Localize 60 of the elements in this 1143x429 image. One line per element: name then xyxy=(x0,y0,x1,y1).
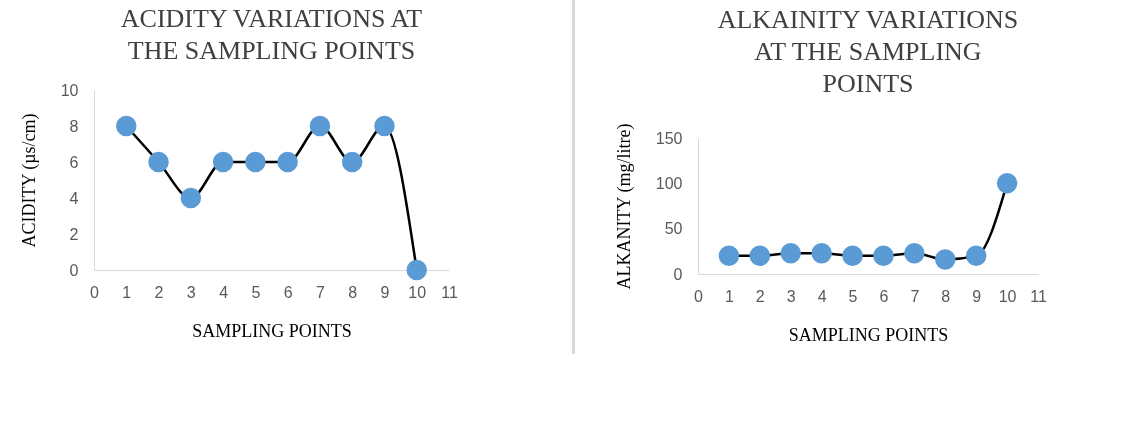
point xyxy=(965,245,987,267)
point xyxy=(749,245,771,267)
x-tick-label: 11 xyxy=(441,283,458,301)
chart-title: ALKAINITY VARIATIONS AT THE SAMPLING POINTS xyxy=(717,4,1019,98)
y-tick-label: 50 xyxy=(664,220,683,238)
x-tick-label: 10 xyxy=(998,287,1017,305)
x-tick-label: 7 xyxy=(910,287,920,305)
point xyxy=(811,242,832,264)
point xyxy=(842,245,863,267)
x-tick-label: 5 xyxy=(251,283,261,301)
point xyxy=(277,151,298,173)
x-tick-label: 11 xyxy=(1030,287,1047,305)
x-tick-label: 7 xyxy=(315,283,325,301)
y-tick-label: 0 xyxy=(673,265,683,283)
x-tick-label: 10 xyxy=(408,283,427,301)
y-tick-label: 6 xyxy=(69,153,79,171)
x-tick-label: 0 xyxy=(694,287,704,305)
y-axis-title: ACIDITY (µs/cm) xyxy=(18,113,40,248)
point xyxy=(148,151,169,173)
x-tick-label: 0 xyxy=(90,283,100,301)
point xyxy=(180,187,202,209)
x-tick-label: 9 xyxy=(972,287,982,305)
x-tick-label: 8 xyxy=(348,283,358,301)
x-tick-label: 3 xyxy=(186,283,196,301)
x-tick-label: 6 xyxy=(879,287,889,305)
x-tick-label: 3 xyxy=(786,287,796,305)
x-tick-label: 2 xyxy=(154,283,164,301)
x-tick-label: 8 xyxy=(941,287,951,305)
y-tick-label: 8 xyxy=(69,117,79,135)
point xyxy=(309,115,331,137)
y-axis-title: ALKANITY (mg/litre) xyxy=(613,123,635,290)
x-tick-label: 4 xyxy=(817,287,827,305)
y-tick-label: 2 xyxy=(69,225,79,243)
point xyxy=(935,249,956,270)
x-tick-label: 1 xyxy=(122,283,132,301)
x-tick-label: 2 xyxy=(755,287,765,305)
point xyxy=(406,259,427,281)
x-tick-label: 9 xyxy=(380,283,390,301)
y-tick-label: 0 xyxy=(69,261,79,279)
chart-title: ACIDITY VARIATIONS AT THE SAMPLING POINTS xyxy=(120,4,423,65)
point xyxy=(212,151,234,173)
point xyxy=(996,173,1018,194)
y-tick-label: 150 xyxy=(655,129,683,147)
point xyxy=(873,245,894,267)
x-axis-title: SAMPLING POINTS xyxy=(788,324,949,345)
y-tick-label: 4 xyxy=(69,189,79,207)
x-tick-label: 6 xyxy=(283,283,293,301)
point xyxy=(116,115,137,137)
point xyxy=(718,245,740,267)
x-axis-title: SAMPLING POINTS xyxy=(192,320,352,341)
x-tick-label: 4 xyxy=(219,283,229,301)
point xyxy=(341,151,363,173)
point xyxy=(374,115,395,137)
y-tick-label: 100 xyxy=(655,174,683,192)
x-tick-label: 5 xyxy=(848,287,858,305)
point xyxy=(904,242,925,264)
point xyxy=(780,242,801,264)
point xyxy=(245,151,266,173)
y-tick-label: 10 xyxy=(60,81,79,99)
x-tick-label: 1 xyxy=(724,287,734,305)
